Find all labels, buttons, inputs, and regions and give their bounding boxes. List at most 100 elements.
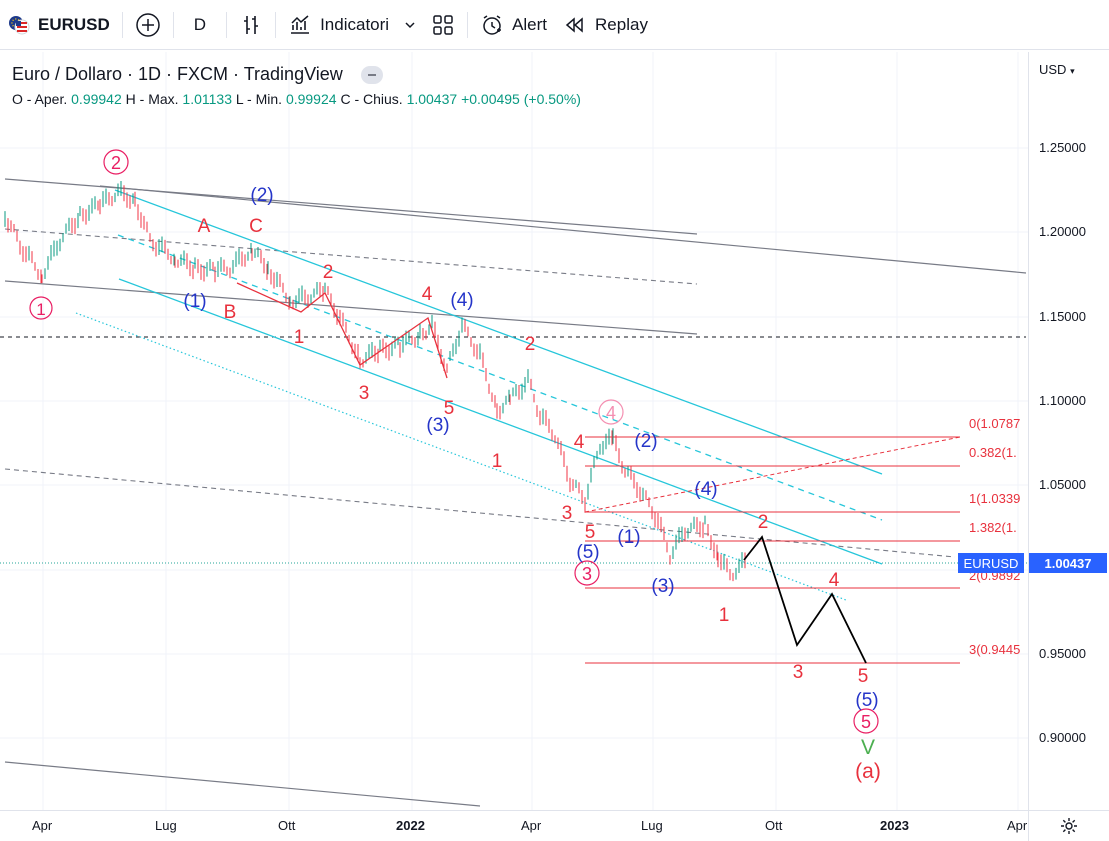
price-tick: 1.15000	[1039, 309, 1086, 324]
alert-label: Alert	[512, 14, 548, 34]
fib-label-0: 0(1.0787	[969, 416, 1020, 431]
red-wave-2: 2	[323, 262, 334, 283]
high-label: H - Max.	[125, 91, 179, 107]
indicators-dropdown-button[interactable]	[397, 7, 423, 43]
ohlc-values: O - Aper. 0.99942 H - Max. 1.01133 L - M…	[12, 91, 581, 107]
dotted-channel-line[interactable]	[75, 312, 847, 601]
price-scale[interactable]	[1028, 52, 1109, 810]
blue-wave-2: (2)	[250, 185, 273, 206]
price-tick: 0.95000	[1039, 646, 1086, 661]
red-wave-3c: 3	[793, 662, 804, 683]
indicators-icon	[291, 14, 310, 34]
time-tick: Lug	[641, 818, 663, 833]
symbol-price-badge: EURUSD	[958, 553, 1024, 573]
blue-wave-1: (1)	[183, 291, 206, 312]
circled-wave-3: 3	[574, 560, 600, 586]
grey-trendlines[interactable]	[4, 178, 1027, 807]
legend-collapse-button[interactable]	[360, 65, 383, 84]
circled-wave-4: 4	[598, 399, 624, 425]
grey-dashed-lines[interactable]	[4, 228, 956, 558]
blue-wave-3: (3)	[426, 415, 449, 436]
red-wave-5c: 5	[858, 666, 869, 687]
low-value: 0.99924	[285, 91, 337, 107]
red-wave-A: A	[198, 216, 211, 237]
time-tick-year: 2022	[396, 818, 425, 833]
circled-wave-1: 1	[29, 296, 53, 320]
fibonacci-labels: 0(1.0787 0.382(1. 1(1.0339 1.382(1. 2(0.…	[969, 416, 1020, 657]
circled-wave-2: 2	[103, 149, 129, 175]
eu-us-flag-icon	[9, 15, 30, 34]
blue-wave-4: (4)	[450, 290, 473, 311]
open-value: 0.99942	[71, 91, 122, 107]
blue-wave-4b: (4)	[694, 479, 717, 500]
time-scale[interactable]	[0, 810, 1028, 841]
chevron-down-icon: ▾	[1070, 66, 1075, 76]
alarm-clock-icon	[483, 14, 502, 35]
red-wave-4b: 4	[574, 432, 585, 453]
currency-label: USD	[1039, 62, 1067, 77]
fib-label-1: 1(1.0339	[969, 491, 1020, 506]
time-tick: Apr	[521, 818, 542, 833]
svg-text:5: 5	[861, 712, 871, 732]
toolbar-divider	[172, 11, 174, 38]
chart-type-button[interactable]	[231, 7, 271, 43]
interval-button[interactable]: D	[178, 7, 222, 43]
svg-text:1: 1	[36, 300, 45, 319]
price-tick: 1.20000	[1039, 224, 1086, 239]
layouts-button[interactable]	[423, 7, 463, 43]
green-wave-V: V	[861, 736, 875, 759]
blue-wave-5b: (5)	[855, 690, 878, 711]
indicators-button[interactable]: Indicatori	[280, 7, 397, 43]
red-wave-1b: 1	[492, 451, 503, 472]
blue-wave-1b: (1)	[617, 527, 640, 548]
red-wave-2b: 2	[525, 334, 536, 355]
red-wave-zigzag[interactable]	[236, 282, 448, 379]
time-tick: Lug	[155, 818, 177, 833]
red-wave-5: 5	[444, 398, 455, 419]
red-wave-1: 1	[294, 327, 305, 348]
cyan-channel[interactable]	[114, 189, 883, 565]
projection-path[interactable]	[743, 535, 867, 664]
last-price-badge: 1.00437	[1029, 553, 1107, 573]
alert-button[interactable]: Alert	[472, 7, 555, 43]
svg-text:4: 4	[606, 403, 616, 423]
time-tick-year: 2023	[880, 818, 909, 833]
open-label: O - Aper.	[12, 91, 68, 107]
currency-selector[interactable]: USD ▾	[1039, 62, 1075, 77]
time-tick: Apr	[1007, 818, 1028, 833]
low-label: L - Min.	[235, 91, 283, 107]
toolbar-divider	[121, 11, 123, 38]
chevron-down-icon	[405, 21, 415, 28]
change-value: +0.00495 (+0.50%)	[461, 91, 581, 107]
chart-pane[interactable]: 0(1.0787 0.382(1. 1(1.0339 1.382(1. 2(0.…	[0, 52, 1028, 810]
svg-text:3: 3	[582, 564, 592, 584]
fib-label-3: 3(0.9445	[969, 642, 1020, 657]
compare-button[interactable]	[127, 7, 169, 43]
red-wave-B: B	[224, 302, 237, 323]
grid-layout-icon	[433, 14, 453, 35]
fibonacci-levels[interactable]	[584, 436, 961, 664]
grid-lines	[0, 52, 1028, 810]
rewind-icon	[565, 16, 583, 33]
red-wave-3: 3	[359, 383, 370, 404]
chart-legend-title[interactable]: Euro / Dollaro · 1D · FXCM · TradingView	[12, 64, 383, 85]
fib-label-1382: 1.382(1.	[969, 520, 1017, 535]
replay-button[interactable]: Replay	[555, 7, 656, 43]
price-tick: 1.10000	[1039, 393, 1086, 408]
close-value: 1.00437	[406, 91, 458, 107]
chart-settings-button[interactable]	[1028, 810, 1109, 841]
close-label: C - Chius.	[340, 91, 403, 107]
toolbar-divider	[467, 11, 469, 38]
blue-wave-2b: (2)	[634, 431, 657, 452]
ohlc-bars	[4, 180, 746, 582]
symbol-label: EURUSD	[38, 14, 110, 34]
top-toolbar: EURUSD D Indicatori Alert Replay	[0, 0, 1109, 50]
blue-wave-3b: (3)	[651, 576, 674, 597]
high-value: 1.01133	[182, 91, 232, 107]
red-wave-4: 4	[422, 284, 433, 305]
symbol-search-button[interactable]: EURUSD	[0, 7, 118, 43]
time-tick: Ott	[278, 818, 296, 833]
circled-wave-5: 5	[853, 708, 879, 734]
red-wave-4c: 4	[829, 570, 840, 591]
time-tick: Ott	[765, 818, 783, 833]
